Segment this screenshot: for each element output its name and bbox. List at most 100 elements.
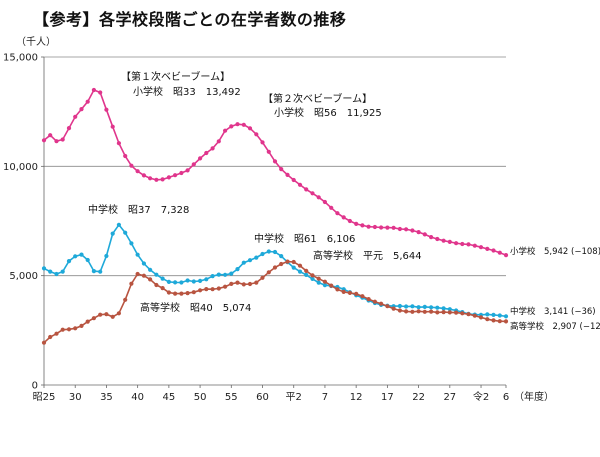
data-point — [341, 289, 346, 294]
data-point — [166, 290, 171, 295]
data-point — [404, 304, 409, 309]
data-point — [98, 312, 103, 317]
data-point — [85, 257, 90, 263]
data-point — [266, 270, 271, 275]
data-point — [85, 319, 90, 324]
data-point — [454, 241, 459, 246]
x-axis-unit-label: （年度） — [514, 390, 554, 403]
data-point — [216, 139, 221, 144]
data-point — [397, 303, 402, 309]
data-point — [447, 239, 452, 244]
data-point — [241, 282, 246, 287]
data-point — [329, 205, 334, 210]
data-point — [466, 242, 471, 247]
data-point — [204, 150, 209, 156]
y-tick-label: 5,000 — [9, 271, 38, 282]
data-point — [73, 114, 78, 119]
data-point — [447, 310, 452, 315]
annotation-label: 小学校 昭33 13,492 — [133, 85, 241, 98]
data-point — [204, 277, 209, 282]
data-point — [235, 122, 240, 127]
x-axis-ticks: 昭25 30 35 40 45 50 55 60 平2 7 12 17 22 27 令2 6 — [33, 385, 509, 403]
data-point — [116, 222, 121, 227]
x-tick-label: 60 — [256, 392, 269, 403]
data-point — [410, 228, 415, 233]
data-point — [472, 243, 477, 248]
data-point — [223, 284, 228, 289]
data-point — [304, 268, 309, 273]
data-point — [91, 316, 96, 321]
data-point — [291, 177, 296, 183]
data-point — [148, 277, 153, 282]
data-point — [322, 283, 327, 288]
series-end-label: 小学校 5,942 (−108) — [510, 246, 600, 257]
data-point — [310, 191, 315, 196]
x-tick-label: 22 — [412, 392, 425, 403]
data-point — [141, 273, 146, 278]
data-point — [485, 312, 490, 317]
data-point — [460, 241, 465, 247]
data-point — [422, 309, 427, 314]
data-point — [503, 319, 509, 324]
data-point — [185, 278, 190, 283]
data-point — [310, 273, 315, 278]
data-point — [73, 254, 78, 259]
y-tick-label: 0 — [32, 381, 38, 392]
data-point — [116, 141, 121, 146]
data-point — [66, 126, 72, 131]
data-point — [160, 276, 165, 281]
data-point — [397, 308, 402, 313]
data-point — [497, 313, 502, 318]
data-point — [148, 267, 153, 272]
data-point — [285, 259, 290, 264]
data-point — [385, 225, 390, 230]
data-point — [135, 252, 140, 257]
data-point — [360, 294, 365, 299]
data-point — [54, 139, 59, 144]
data-point — [60, 269, 65, 274]
data-point — [254, 280, 259, 285]
data-point — [129, 241, 134, 246]
data-point — [335, 287, 340, 292]
data-point — [104, 253, 109, 259]
data-point — [297, 269, 303, 274]
data-point — [304, 187, 309, 192]
x-tick-label: 平2 — [286, 392, 302, 403]
data-point — [229, 124, 234, 129]
data-point — [110, 314, 115, 319]
data-point — [191, 162, 196, 167]
data-point — [379, 225, 384, 230]
data-point — [198, 288, 203, 293]
data-point — [66, 259, 72, 264]
data-point — [366, 297, 371, 302]
data-point — [304, 272, 309, 277]
data-point — [497, 319, 502, 324]
annotation-label: 小学校 昭56 11,925 — [274, 106, 382, 119]
series-line — [43, 260, 507, 344]
x-tick-label: 55 — [225, 392, 238, 403]
data-point — [416, 230, 421, 235]
data-point — [297, 263, 303, 268]
data-point — [60, 137, 65, 142]
annotations: 【第１次ベビーブーム】小学校 昭33 13,492 【第２次ベビーブーム】小学校 … — [88, 70, 422, 314]
data-point — [435, 310, 440, 315]
x-tick-label: 6 — [503, 392, 509, 403]
data-point — [210, 146, 215, 151]
x-tick-label: 27 — [443, 392, 456, 403]
x-tick-label: 40 — [131, 392, 144, 403]
data-point — [191, 290, 196, 295]
data-point — [347, 290, 352, 295]
data-point — [429, 309, 434, 314]
series-layer — [41, 87, 509, 345]
data-point — [79, 323, 84, 328]
data-point — [341, 215, 346, 220]
data-point — [472, 313, 477, 318]
data-point — [41, 266, 47, 271]
data-point — [503, 314, 509, 319]
data-point — [478, 245, 484, 250]
data-point — [223, 128, 228, 133]
data-point — [435, 236, 440, 242]
data-point — [148, 176, 153, 181]
data-point — [260, 251, 265, 257]
data-point — [48, 133, 53, 138]
